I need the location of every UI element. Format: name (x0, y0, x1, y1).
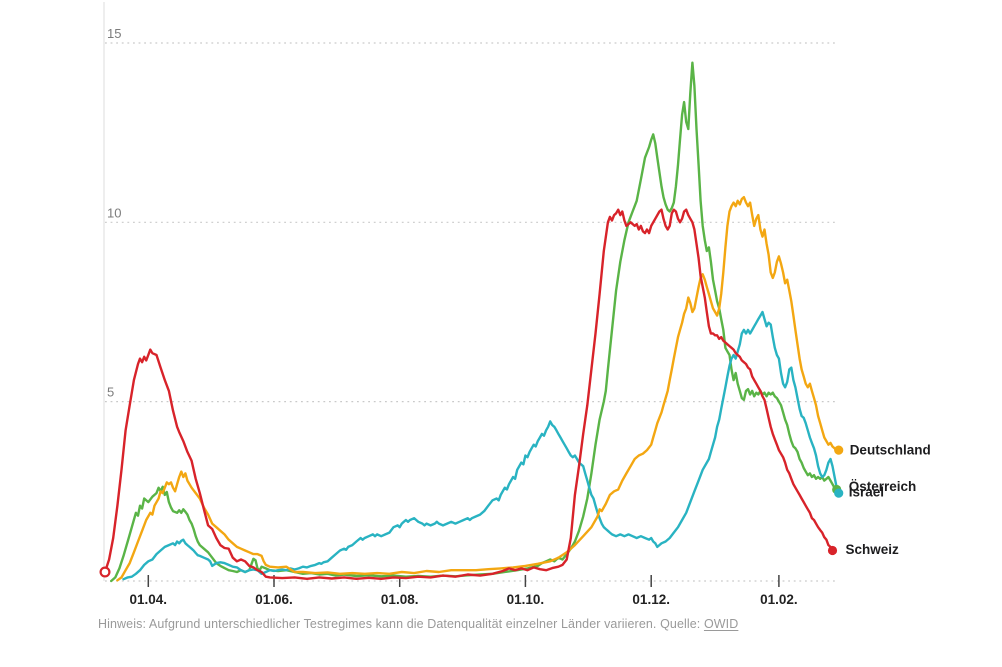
y-tick-label-15: 15 (107, 26, 121, 41)
end-dot-israel (834, 488, 844, 498)
footnote: Hinweis: Aufgrund unterschiedlicher Test… (98, 617, 858, 631)
footnote-source-link[interactable]: OWID (703, 617, 739, 631)
y-tick-label-5: 5 (107, 385, 114, 400)
series-end-label-israel: Israel (849, 485, 884, 500)
x-tick-label: 01.02. (760, 592, 798, 607)
series-line-österreich (109, 61, 838, 583)
series-end-label-deutschland: Deutschland (850, 443, 931, 458)
x-tick-label: 01.10. (507, 592, 545, 607)
x-tick-label: 01.06. (255, 592, 293, 607)
end-dot-deutschland (834, 445, 844, 455)
x-tick-label: 01.08. (381, 592, 419, 607)
y-tick-label-10: 10 (107, 205, 121, 220)
footnote-text: Hinweis: Aufgrund unterschiedlicher Test… (98, 617, 704, 631)
end-dot-schweiz (827, 545, 838, 556)
series-end-label-schweiz: Schweiz (846, 542, 900, 557)
series-line-schweiz (103, 208, 834, 580)
series-end-label-österreich: Österreich (849, 479, 917, 494)
series-line-deutschland (116, 195, 840, 582)
series-line-israel (122, 310, 840, 581)
x-tick-label: 01.04. (130, 592, 168, 607)
start-ring-schweiz (99, 566, 111, 578)
x-tick-label: 01.12. (632, 592, 670, 607)
